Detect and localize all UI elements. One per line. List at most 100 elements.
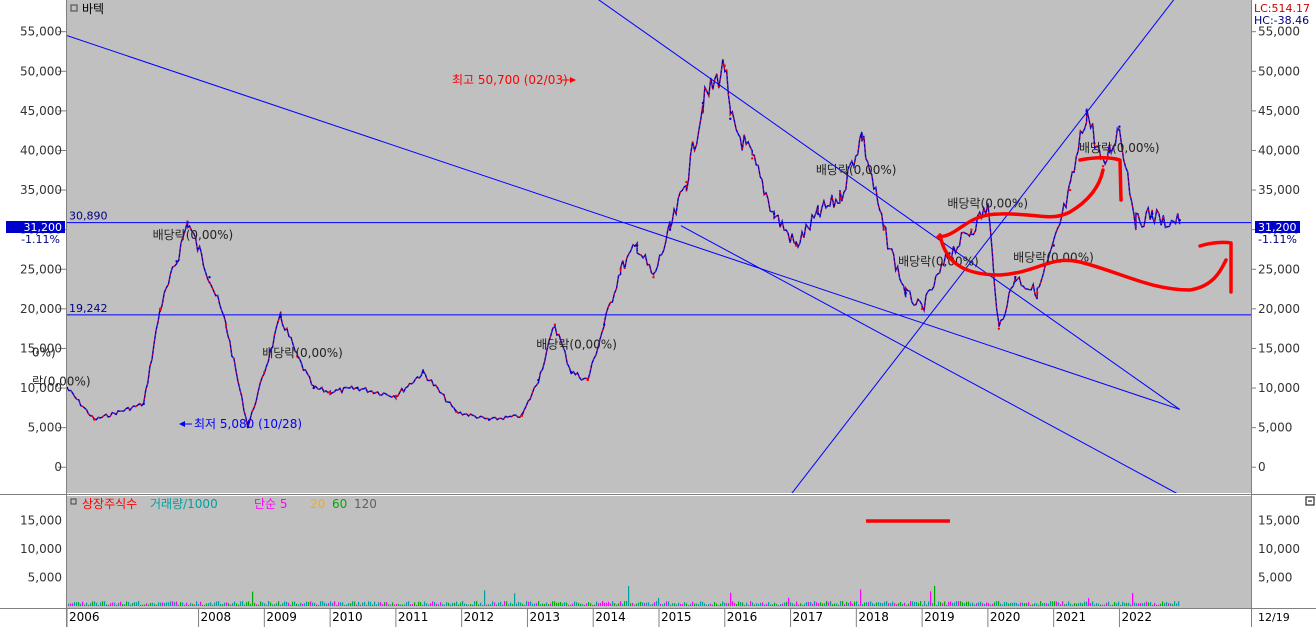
volume-bar [1108, 601, 1110, 606]
volume-bar [818, 603, 820, 606]
volume-bar [550, 603, 552, 606]
trendline[interactable] [67, 35, 1180, 410]
x-tick-label: 2010 [332, 610, 363, 624]
y-tick-label-right: 45,000 [1258, 104, 1300, 118]
price-point [751, 157, 754, 160]
volume-bar [322, 601, 324, 606]
volume-bar [218, 601, 220, 606]
price-point [882, 228, 885, 231]
volume-bar [340, 602, 342, 606]
x-axis: 2006 2008 2009 2010 2011 2012 2013 2014 2015 2016… [66, 609, 1152, 627]
volume-bar [1002, 604, 1004, 606]
dividend-annotation: 0%) [32, 345, 56, 359]
volume-bar [86, 602, 88, 606]
volume-bar [832, 604, 834, 606]
volume-bar [450, 604, 452, 606]
volume-bar [92, 601, 94, 606]
price-point [652, 276, 655, 279]
volume-bar [728, 603, 730, 606]
volume-bar [1150, 602, 1152, 606]
volume-plot-area[interactable] [67, 496, 1251, 608]
volume-bar [1126, 603, 1128, 606]
volume-bar [726, 603, 728, 606]
trendline[interactable] [680, 225, 1180, 495]
volume-bar [370, 601, 372, 606]
volume-bar [548, 604, 550, 606]
x-tick-label: 2013 [529, 610, 560, 624]
volume-bar [1152, 604, 1154, 606]
volume-bar [328, 603, 330, 606]
volume-bar [720, 603, 722, 606]
dividend-annotation: 배당락(0,00%) [898, 254, 979, 268]
volume-bar [854, 601, 856, 606]
volume-bar [866, 602, 868, 606]
volume-bar [890, 603, 892, 606]
volume-bar [410, 604, 412, 606]
volume-bar [496, 604, 498, 606]
volume-bar [1062, 601, 1064, 606]
volume-bar [1028, 602, 1030, 606]
volume-checkbox-icon[interactable] [70, 498, 77, 505]
volume-bar [166, 602, 168, 606]
volume-bar [1084, 601, 1086, 606]
volume-legend-item: 거래량/1000 [150, 497, 218, 511]
volume-bar [586, 603, 588, 606]
volume-bar [732, 601, 734, 606]
volume-bar [772, 604, 774, 606]
price-point [312, 386, 315, 390]
volume-bar [908, 603, 910, 606]
price-point [1068, 188, 1072, 192]
volume-bar [694, 603, 696, 606]
volume-bar [748, 604, 750, 606]
trendline[interactable] [588, 0, 1181, 410]
volume-bar [724, 602, 726, 606]
svg-text:31,200: 31,200 [1258, 221, 1297, 234]
volume-bar [970, 603, 972, 606]
volume-bar [674, 603, 676, 606]
volume-bar [752, 602, 754, 606]
volume-bar [810, 601, 812, 606]
volume-bar [1156, 604, 1158, 606]
volume-bar [610, 603, 612, 606]
volume-bar [352, 601, 354, 606]
y-tick-label-right: 0 [1258, 460, 1266, 474]
volume-bar [676, 604, 678, 606]
volume-bar [100, 602, 102, 606]
volume-bar [76, 602, 78, 606]
volume-bar [1060, 604, 1062, 606]
volume-bar [576, 602, 578, 606]
volume-bar [580, 603, 582, 606]
volume-bar [290, 604, 292, 606]
volume-bar [618, 603, 620, 606]
volume-bar [446, 602, 448, 606]
price-point [279, 315, 282, 318]
freehand-arrow [938, 233, 1228, 292]
volume-bar [872, 603, 874, 606]
volume-bar [1114, 602, 1116, 606]
volume-bar [1146, 601, 1148, 606]
volume-bar [1068, 601, 1070, 606]
volume-bar [332, 602, 334, 606]
x-tick-label: 2009 [266, 610, 297, 624]
volume-bar [648, 602, 650, 606]
volume-bar [456, 601, 458, 606]
volume-bar [878, 602, 880, 606]
volume-bar [1102, 604, 1104, 606]
volume-bar [742, 602, 744, 606]
volume-bar [152, 602, 154, 606]
volume-bar [644, 603, 646, 606]
volume-bar [1026, 603, 1028, 606]
volume-bar [820, 602, 822, 606]
volume-bar [1120, 604, 1122, 606]
title-checkbox-icon[interactable] [70, 4, 78, 12]
volume-bar [416, 604, 418, 606]
price-point [1101, 165, 1105, 168]
volume-bar [1038, 604, 1040, 606]
volume-bar [1164, 603, 1166, 606]
volume-bar [134, 602, 136, 606]
volume-bar [402, 604, 404, 606]
volume-bar [504, 601, 506, 606]
price-point [1014, 276, 1017, 279]
trendline[interactable] [791, 0, 1180, 495]
